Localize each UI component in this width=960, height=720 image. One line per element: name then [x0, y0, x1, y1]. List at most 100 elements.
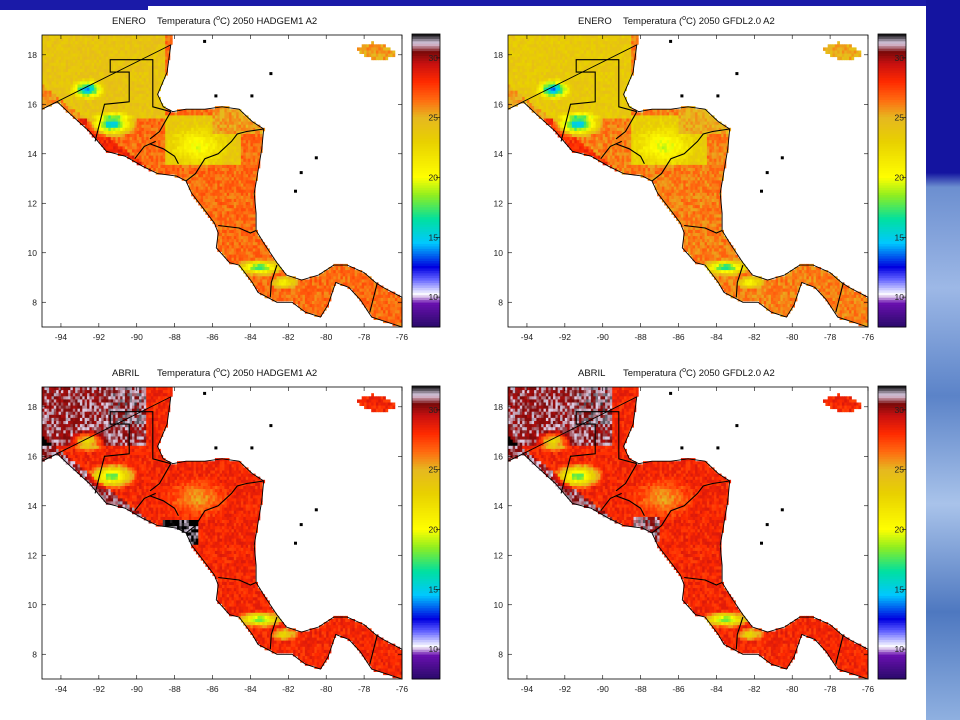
map-panel-enero-gfdl: ENERO Temperatura (oC) 2050 GFDL2.0 A2 -94… — [486, 10, 926, 355]
panel-title: Temperatura (oC) 2050 GFDL2.0 A2 — [623, 15, 775, 27]
panel-title: Temperatura (oC) 2050 GFDL2.0 A2 — [623, 367, 775, 379]
y-tick-label: 18 — [494, 50, 504, 60]
y-tick-label: 16 — [494, 451, 504, 461]
colorbar-tick-label: 10 — [895, 644, 905, 654]
map-area — [507, 34, 869, 328]
y-tick-label: 16 — [494, 99, 504, 109]
x-tick-label: -88 — [168, 684, 181, 694]
colorbar-tick-label: 30 — [895, 405, 905, 415]
x-tick-label: -86 — [672, 684, 685, 694]
x-tick-label: -86 — [206, 684, 219, 694]
x-tick-label: -82 — [282, 684, 295, 694]
x-tick-label: -92 — [93, 332, 106, 342]
colorbar: 30 25 20 15 10 — [411, 385, 441, 680]
x-tick-label: -88 — [634, 332, 647, 342]
x-tick-label: -86 — [672, 332, 685, 342]
x-tick-label: -88 — [168, 332, 181, 342]
y-tick-label: 14 — [494, 149, 504, 159]
colorbar-tick-label: 10 — [429, 644, 439, 654]
colorbar-tick-label: 15 — [429, 584, 439, 594]
x-tick-label: -94 — [55, 684, 68, 694]
x-tick-label: -84 — [244, 684, 257, 694]
y-tick-label: 10 — [494, 600, 504, 610]
x-tick-label: -92 — [559, 684, 572, 694]
temperature-field — [42, 387, 403, 679]
map-panel-abril-hadgem: ABRIL Temperatura (oC) 2050 HADGEM1 A2 -94… — [20, 362, 460, 707]
y-tick-label: 12 — [494, 198, 504, 208]
map-area — [507, 386, 869, 680]
map-figure-svg: ABRIL Temperatura (oC) 2050 HADGEM1 A2 -94… — [28, 367, 441, 694]
map-panel-abril-gfdl: ABRIL Temperatura (oC) 2050 GFDL2.0 A2 -94… — [486, 362, 926, 707]
country-borders — [507, 44, 869, 328]
colorbar-tick-label: 30 — [429, 53, 439, 63]
colorbar: 30 25 20 15 10 — [877, 385, 907, 680]
colorbar-tick-label: 15 — [429, 232, 439, 242]
x-tick-label: -90 — [597, 332, 610, 342]
colorbar: 30 25 20 15 10 — [877, 33, 907, 328]
colorbar-tick-label: 30 — [895, 53, 905, 63]
y-tick-label: 14 — [28, 149, 38, 159]
colorbar-tick-label: 25 — [429, 113, 439, 123]
colorbar-tick-label: 20 — [429, 173, 439, 183]
x-tick-label: -78 — [358, 684, 371, 694]
y-tick-label: 12 — [28, 198, 38, 208]
panel-month-label: ABRIL — [112, 368, 139, 379]
x-tick-label: -76 — [862, 684, 875, 694]
x-tick-label: -92 — [559, 332, 572, 342]
map-axes: -94 -92 -90 -88 -86 -84 -82 -80 -78 -76 18 16 14 12 10… — [494, 387, 875, 694]
x-tick-label: -94 — [521, 332, 534, 342]
map-axes: -94 -92 -90 -88 -86 -84 -82 -80 -78 -76 18 16 14 12 10… — [28, 35, 408, 342]
x-tick-label: -82 — [282, 332, 295, 342]
colorbar-tick-label: 20 — [895, 173, 905, 183]
y-tick-label: 12 — [28, 550, 38, 560]
x-tick-label: -84 — [710, 332, 723, 342]
x-tick-label: -78 — [824, 332, 837, 342]
x-tick-label: -80 — [320, 332, 333, 342]
y-tick-label: 8 — [32, 649, 37, 659]
panel-title: Temperatura (oC) 2050 HADGEM1 A2 — [157, 15, 317, 27]
y-tick-label: 14 — [28, 501, 38, 511]
map-figure-svg: ENERO Temperatura (oC) 2050 HADGEM1 A2 -94… — [28, 15, 441, 342]
x-tick-label: -84 — [710, 684, 723, 694]
panel-title: Temperatura (oC) 2050 HADGEM1 A2 — [157, 367, 317, 379]
colorbar-tick-label: 25 — [895, 113, 905, 123]
y-tick-label: 8 — [498, 649, 503, 659]
x-tick-label: -90 — [597, 684, 610, 694]
country-borders — [41, 44, 403, 328]
x-tick-label: -76 — [396, 684, 409, 694]
colorbar-tick-label: 20 — [429, 525, 439, 535]
x-tick-label: -86 — [206, 332, 219, 342]
slide-corner-band — [0, 0, 148, 10]
y-tick-label: 16 — [28, 99, 38, 109]
x-tick-label: -76 — [862, 332, 875, 342]
slide-right-band — [926, 0, 960, 720]
y-tick-label: 18 — [494, 402, 504, 412]
country-borders — [41, 396, 403, 680]
map-axes: -94 -92 -90 -88 -86 -84 -82 -80 -78 -76 18 16 14 12 10… — [494, 35, 875, 342]
x-tick-label: -80 — [320, 684, 333, 694]
temperature-field — [508, 387, 869, 679]
map-panel-enero-hadgem: ENERO Temperatura (oC) 2050 HADGEM1 A2 -94… — [20, 10, 460, 355]
country-borders — [507, 396, 869, 680]
y-tick-label: 8 — [498, 297, 503, 307]
colorbar: 30 25 20 15 10 — [411, 33, 441, 328]
x-tick-label: -78 — [358, 332, 371, 342]
map-area — [41, 386, 403, 680]
y-tick-label: 10 — [28, 248, 38, 258]
y-tick-label: 8 — [32, 297, 37, 307]
colorbar-tick-label: 20 — [895, 525, 905, 535]
panel-month-label: ENERO — [112, 16, 146, 27]
y-tick-label: 18 — [28, 402, 38, 412]
x-tick-label: -78 — [824, 684, 837, 694]
map-axes: -94 -92 -90 -88 -86 -84 -82 -80 -78 -76 18 16 14 12 10… — [28, 387, 409, 694]
x-tick-label: -94 — [55, 332, 68, 342]
map-figure-svg: ENERO Temperatura (oC) 2050 GFDL2.0 A2 -94… — [494, 15, 907, 342]
colorbar-tick-label: 30 — [429, 405, 439, 415]
colorbar-tick-label: 25 — [895, 465, 905, 475]
panel-month-label: ENERO — [578, 16, 612, 27]
panel-month-label: ABRIL — [578, 368, 605, 379]
x-tick-label: -92 — [93, 684, 106, 694]
y-tick-label: 16 — [28, 451, 38, 461]
y-tick-label: 10 — [494, 248, 504, 258]
x-tick-label: -94 — [521, 684, 534, 694]
